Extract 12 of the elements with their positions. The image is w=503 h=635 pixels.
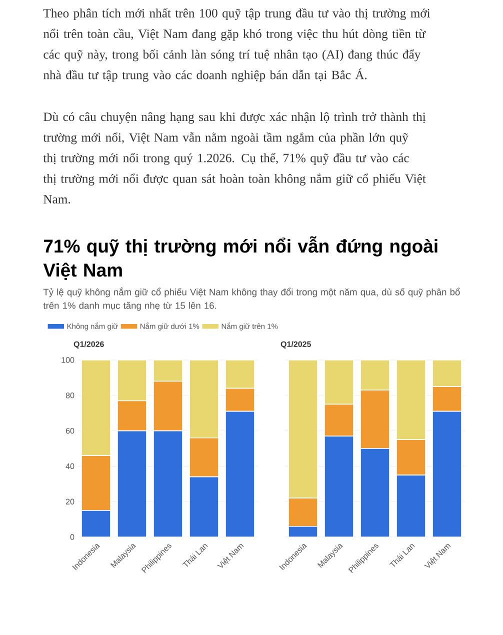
y-tick-label: 40 — [66, 463, 74, 470]
chart-title: Q1/2026 — [74, 341, 104, 349]
y-tick-label: 80 — [66, 392, 74, 398]
chart-title: Q1/2025 — [280, 341, 311, 349]
y-tick-label: 20 — [66, 498, 74, 504]
text: Tỷ lệ quỹ không nắm giữ cổ phiếu Việt Nam không thay đổi trong một năm qua, dù số quỹ phân bổ trên 1% danh mục tăng nhẹ từ 15 lên 16. — [43, 287, 460, 311]
y-tick-label: 0 — [70, 534, 74, 540]
y-tick-label: 60 — [66, 428, 74, 434]
text: Dù có câu chuyện nâng hạng sau khi được xác nhận lộ trình trở thành thị trường mới nổi, Việt Nam vẫn nằm ngoài tầm ngắm của phần lớn quỹ thị trường mới nổi trong quý 1.2026. Cụ thể, 71% quỹ đầu tư vào các thị trường mới nổi được quan sát hoàn toàn không nắm giữ cổ phiếu Việt Nam. — [43, 112, 426, 204]
text: 71% quỹ thị trường mới nổi vẫn đứng ngoài Việt Nam — [43, 236, 438, 280]
text: Theo phân tích mới nhất trên 100 quỹ tập trung đầu tư vào thị trường mới nổi trên toàn cầu, Việt Nam đang gặp khó trong việc thu hút dòng tiền từ các quỹ này, trong bối cảnh làn sóng trí tuệ nhân tạo (AI) đang thúc đẩy nhà đầu tư tập trung vào các doanh nghiệp bán dẫn tại Bắc Á. — [43, 8, 430, 82]
y-tick-label: 100 — [62, 357, 74, 363]
